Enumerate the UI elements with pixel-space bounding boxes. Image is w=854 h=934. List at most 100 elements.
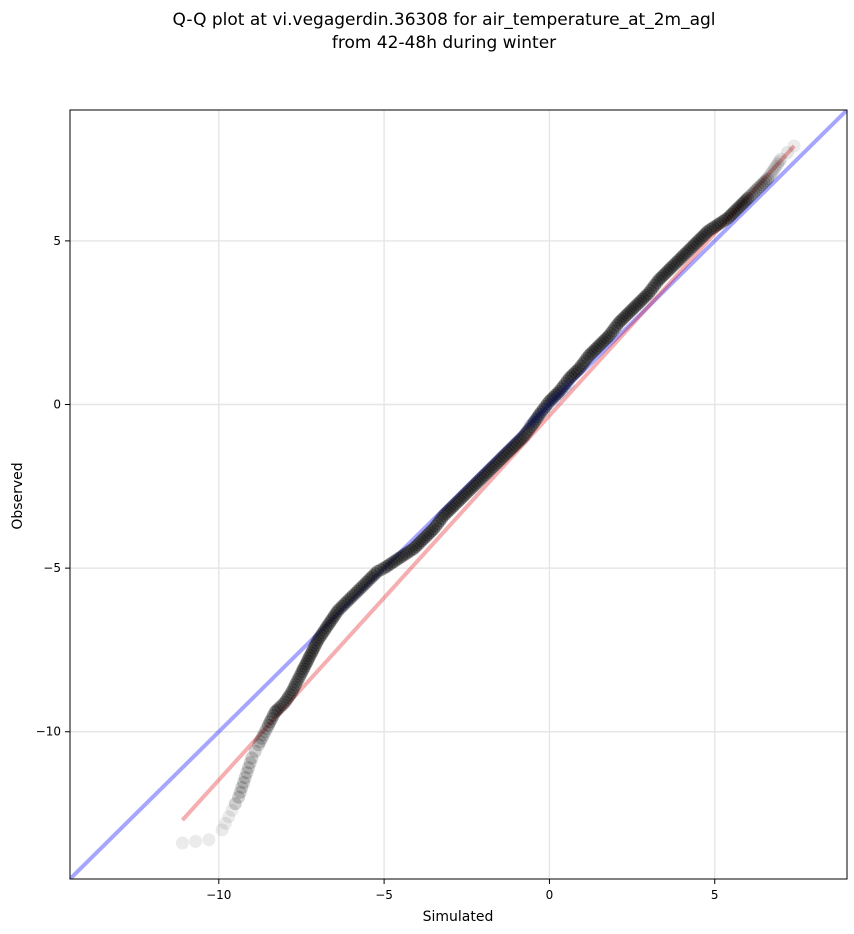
data-point bbox=[397, 548, 411, 562]
data-point bbox=[218, 816, 232, 830]
data-point bbox=[480, 466, 494, 480]
data-point bbox=[364, 571, 378, 585]
data-point bbox=[685, 240, 699, 254]
data-point bbox=[417, 532, 431, 546]
data-point bbox=[458, 487, 472, 501]
data-point bbox=[731, 201, 745, 215]
data-point bbox=[584, 347, 598, 360]
data-point bbox=[492, 454, 506, 468]
data-point bbox=[679, 246, 693, 260]
data-point bbox=[362, 573, 376, 587]
data-point bbox=[484, 462, 498, 476]
data-point bbox=[387, 555, 401, 569]
data-point bbox=[612, 316, 626, 330]
data-point bbox=[604, 326, 618, 340]
data-point bbox=[512, 434, 526, 448]
data-point bbox=[644, 284, 658, 298]
data-point bbox=[691, 234, 705, 248]
center-point-overlay bbox=[527, 415, 539, 427]
data-point bbox=[222, 810, 236, 824]
data-point bbox=[374, 563, 388, 577]
data-point bbox=[596, 335, 610, 349]
data-point bbox=[638, 290, 652, 304]
data-point bbox=[558, 377, 572, 391]
data-point bbox=[368, 567, 382, 581]
data-point bbox=[295, 665, 309, 678]
data-point bbox=[349, 586, 362, 600]
data-point bbox=[640, 288, 654, 302]
data-point bbox=[504, 442, 518, 456]
data-point bbox=[433, 514, 447, 528]
data-point bbox=[478, 468, 492, 481]
data-point bbox=[741, 191, 755, 205]
data-point bbox=[576, 356, 590, 370]
data-point bbox=[669, 256, 683, 269]
data-point bbox=[723, 209, 737, 223]
data-point bbox=[281, 690, 295, 704]
data-point bbox=[568, 365, 582, 379]
data-point bbox=[260, 722, 274, 735]
x-axis-label: Simulated bbox=[423, 909, 494, 925]
data-point bbox=[510, 436, 524, 450]
data-point bbox=[308, 638, 322, 652]
data-point bbox=[310, 636, 324, 650]
plot-area bbox=[70, 110, 847, 879]
data-point bbox=[632, 296, 646, 310]
data-point bbox=[542, 394, 556, 408]
data-point bbox=[425, 524, 439, 538]
data-point bbox=[280, 693, 294, 707]
data-point bbox=[331, 604, 345, 618]
data-point bbox=[453, 493, 466, 507]
data-point bbox=[451, 495, 464, 509]
data-point bbox=[462, 483, 476, 497]
data-point bbox=[240, 766, 254, 780]
data-point bbox=[285, 686, 298, 699]
data-point bbox=[449, 497, 462, 511]
data-point bbox=[739, 193, 753, 207]
data-point bbox=[346, 588, 360, 602]
data-point bbox=[271, 702, 285, 716]
data-point bbox=[552, 384, 566, 398]
data-point bbox=[385, 556, 398, 570]
data-point bbox=[423, 526, 437, 540]
data-point bbox=[506, 440, 520, 454]
data-point bbox=[759, 174, 773, 188]
data-point bbox=[709, 219, 723, 233]
data-point bbox=[380, 560, 394, 573]
data-point bbox=[580, 351, 594, 365]
y-axis-ticks: −10 −5 0 5 bbox=[36, 234, 70, 739]
data-point bbox=[496, 450, 510, 464]
data-point bbox=[447, 499, 460, 513]
data-point bbox=[574, 359, 588, 373]
data-point bbox=[466, 479, 480, 493]
center-point-overlay bbox=[543, 399, 555, 411]
data-point bbox=[656, 269, 669, 283]
data-point bbox=[725, 207, 739, 221]
data-point bbox=[535, 405, 548, 419]
data-point bbox=[560, 374, 574, 388]
data-point bbox=[606, 324, 620, 338]
data-point bbox=[502, 444, 516, 458]
data-point bbox=[772, 155, 786, 168]
data-point bbox=[311, 633, 325, 647]
data-point bbox=[476, 470, 490, 483]
data-point bbox=[256, 728, 270, 742]
data-point bbox=[296, 662, 310, 676]
data-point bbox=[290, 675, 304, 689]
data-point bbox=[620, 308, 634, 322]
data-point bbox=[333, 602, 347, 615]
data-point bbox=[714, 216, 727, 230]
data-point bbox=[729, 203, 743, 217]
data-point bbox=[232, 790, 246, 804]
data-point bbox=[610, 318, 624, 332]
data-point bbox=[482, 464, 496, 478]
data-point bbox=[673, 252, 687, 266]
data-point bbox=[472, 473, 486, 487]
data-point bbox=[749, 184, 763, 197]
data-point bbox=[411, 538, 425, 552]
data-point bbox=[326, 611, 340, 625]
data-point bbox=[237, 776, 251, 789]
data-point bbox=[704, 222, 718, 236]
data-point bbox=[733, 199, 747, 213]
